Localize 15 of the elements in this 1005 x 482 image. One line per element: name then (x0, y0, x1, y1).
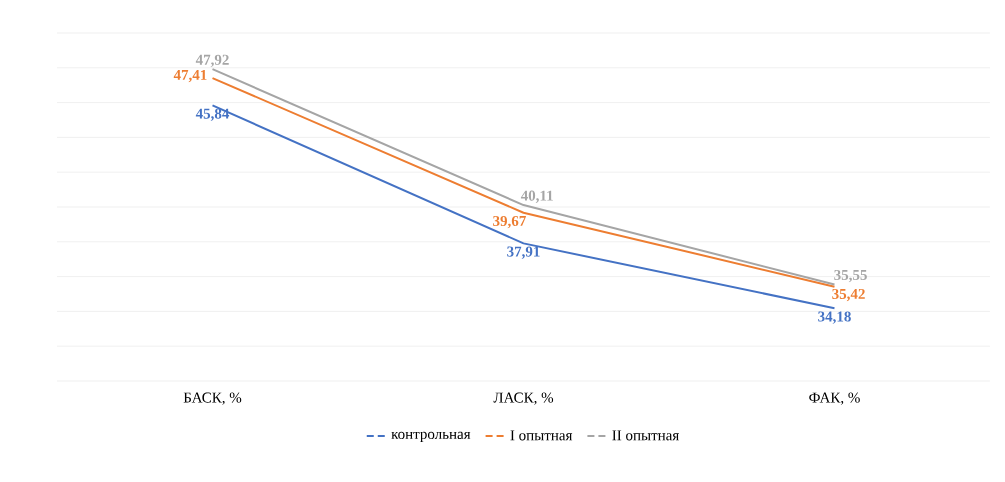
legend-label: I опытная (510, 430, 573, 441)
x-tick-label: ФАК, % (809, 392, 860, 405)
data-label: 35,42 (832, 288, 865, 302)
x-tick-label: ЛАСК, % (493, 392, 554, 405)
data-label: 37,91 (507, 246, 540, 259)
data-label: 39,67 (493, 215, 526, 229)
data-label: 47,41 (173, 69, 207, 83)
data-label: 35,55 (834, 269, 867, 283)
x-tick-label: БАСК, % (183, 392, 242, 405)
legend-label: контрольная (391, 431, 471, 443)
data-label: 40,11 (520, 190, 553, 203)
legend-label: II опытная (612, 430, 679, 441)
data-label: 47,92 (195, 54, 229, 67)
data-label: 45,84 (195, 108, 230, 121)
data-label: 34,18 (818, 311, 851, 324)
